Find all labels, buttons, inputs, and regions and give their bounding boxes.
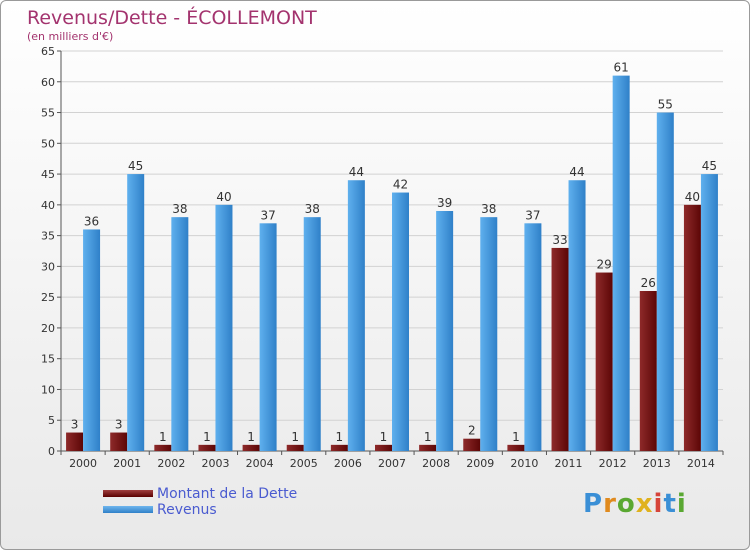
- x-tick-label: 2014: [687, 457, 715, 470]
- chart-subtitle: (en milliers d'€): [27, 30, 114, 43]
- bar-revenue: [127, 174, 145, 452]
- data-label-debt: 1: [512, 430, 520, 444]
- bar-debt: [375, 444, 392, 451]
- x-tick-label: 2003: [201, 457, 229, 470]
- data-label-debt: 3: [71, 418, 79, 432]
- data-label-debt: 1: [247, 430, 255, 444]
- x-tick-label: 2008: [422, 457, 450, 470]
- x-tick-label: 2006: [334, 457, 362, 470]
- bar-revenue: [524, 223, 542, 451]
- data-label-revenue: 39: [437, 196, 452, 210]
- x-tick-label: 2004: [246, 457, 274, 470]
- bar-revenue: [480, 217, 498, 451]
- x-tick-label: 2000: [69, 457, 97, 470]
- bar-revenue: [568, 180, 586, 451]
- y-tick-label: 5: [48, 414, 55, 427]
- bar-revenue: [215, 204, 233, 451]
- data-label-debt: 1: [203, 430, 211, 444]
- y-tick-label: 65: [41, 45, 55, 58]
- y-tick-label: 20: [41, 322, 55, 335]
- bar-revenue: [612, 75, 630, 451]
- data-label-debt: 1: [380, 430, 388, 444]
- legend-swatch-debt: [103, 490, 153, 497]
- data-label-debt: 33: [552, 233, 567, 247]
- data-label-debt: 1: [424, 430, 432, 444]
- bar-debt: [463, 438, 481, 451]
- x-tick-label: 2005: [290, 457, 318, 470]
- x-tick-label: 2012: [599, 457, 627, 470]
- data-label-debt: 40: [685, 190, 700, 204]
- bar-debt: [66, 432, 84, 451]
- data-label-debt: 2: [468, 424, 476, 438]
- data-label-revenue: 36: [84, 214, 99, 228]
- bar-revenue: [303, 217, 321, 451]
- bar-debt: [683, 204, 701, 451]
- x-tick-label: 2001: [113, 457, 141, 470]
- bar-revenue: [347, 180, 365, 451]
- data-label-revenue: 55: [658, 98, 673, 112]
- bar-revenue: [656, 112, 674, 452]
- bar-debt: [507, 444, 525, 451]
- bar-revenue: [83, 229, 101, 451]
- data-label-revenue: 44: [569, 165, 584, 179]
- data-label-debt: 29: [597, 258, 612, 272]
- data-label-revenue: 44: [349, 165, 364, 179]
- y-tick-label: 30: [41, 260, 55, 273]
- data-label-revenue: 45: [128, 159, 143, 173]
- y-tick-label: 0: [48, 445, 55, 458]
- data-label-revenue: 38: [305, 202, 320, 216]
- bar-debt: [154, 444, 172, 451]
- y-tick-label: 25: [41, 291, 55, 304]
- data-label-revenue: 37: [525, 208, 540, 222]
- proxiti-logo: Proxiti: [583, 489, 687, 519]
- data-label-revenue: 42: [393, 178, 408, 192]
- data-label-debt: 3: [115, 418, 123, 432]
- legend-label-revenue: Revenus: [157, 502, 217, 518]
- data-label-debt: 26: [641, 276, 656, 290]
- bar-revenue: [259, 223, 277, 451]
- y-tick-label: 35: [41, 230, 55, 243]
- bar-debt: [419, 444, 437, 451]
- y-tick-label: 55: [41, 107, 55, 120]
- y-tick-label: 50: [41, 137, 55, 150]
- data-label-revenue: 45: [702, 159, 717, 173]
- x-tick-label: 2007: [378, 457, 406, 470]
- bar-debt: [639, 291, 657, 451]
- legend-label-debt: Montant de la Dette: [157, 486, 298, 502]
- bar-debt: [110, 432, 128, 451]
- x-tick-label: 2009: [466, 457, 494, 470]
- data-label-debt: 1: [159, 430, 167, 444]
- data-label-revenue: 38: [481, 202, 496, 216]
- chart-title: Revenus/Dette - ÉCOLLEMONT: [27, 7, 317, 29]
- bar-revenue: [392, 192, 409, 452]
- bar-debt: [242, 444, 260, 451]
- legend-swatch-revenue: [103, 506, 153, 513]
- data-label-debt: 1: [291, 430, 299, 444]
- x-tick-label: 2011: [555, 457, 583, 470]
- bar-debt: [551, 247, 569, 451]
- bar-debt: [595, 272, 613, 451]
- x-tick-label: 2002: [157, 457, 185, 470]
- y-tick-label: 60: [41, 76, 55, 89]
- y-tick-label: 40: [41, 199, 55, 212]
- bar-revenue: [171, 217, 189, 451]
- y-tick-label: 45: [41, 168, 55, 181]
- data-label-revenue: 38: [172, 202, 187, 216]
- data-label-revenue: 61: [614, 61, 629, 75]
- bar-chart: 0 5 10 15 20 25 30 35 40 45 50 55 60 65 2000 3 36 2001 3 45…: [41, 45, 724, 470]
- data-label-revenue: 40: [216, 190, 231, 204]
- bar-debt: [198, 444, 216, 451]
- x-tick-label: 2013: [643, 457, 671, 470]
- y-tick-label: 15: [41, 353, 55, 366]
- y-tick-label: 10: [41, 383, 55, 396]
- bar-revenue: [436, 211, 454, 451]
- bar-revenue: [700, 174, 718, 452]
- data-label-debt: 1: [336, 430, 344, 444]
- data-label-revenue: 37: [260, 208, 275, 222]
- x-tick-label: 2010: [510, 457, 538, 470]
- bar-debt: [330, 444, 348, 451]
- bar-debt: [286, 444, 304, 451]
